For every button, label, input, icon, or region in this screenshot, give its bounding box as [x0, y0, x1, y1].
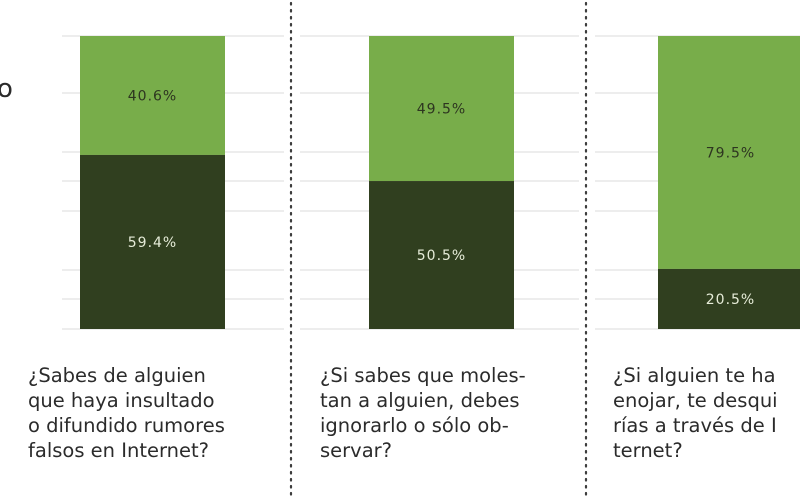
category-question-1: ¿Sabes de alguien que haya insultado o d…: [28, 364, 225, 462]
bars: [80, 36, 800, 329]
data-label-bottom-2: 50.5%: [417, 248, 466, 264]
bar-segment-bottom-2: [369, 181, 514, 329]
data-label-top-2: 49.5%: [417, 102, 466, 118]
data-label-top-1: 40.6%: [128, 88, 177, 104]
bar-segment-top-3: [658, 36, 800, 269]
category-question-2: ¿Si sabes que moles- tan a alguien, debe…: [320, 364, 526, 462]
bar-segment-bottom-1: [80, 154, 225, 329]
cropped-edge-text: o: [0, 74, 13, 104]
data-label-bottom-3: 20.5%: [706, 292, 755, 308]
bar-segment-bottom-3: [658, 268, 800, 329]
data-label-top-3: 79.5%: [706, 145, 755, 161]
dividers: [289, 1, 588, 502]
category-question-3: ¿Si alguien te ha enojar, te desqui rías…: [613, 364, 778, 462]
data-labels: 40.6% 59.4% 49.5% 50.5% 79.5% 20.5%: [128, 88, 755, 308]
data-label-bottom-1: 59.4%: [128, 235, 177, 251]
bar-segment-top-1: [80, 36, 225, 155]
bar-segment-top-2: [369, 36, 514, 182]
